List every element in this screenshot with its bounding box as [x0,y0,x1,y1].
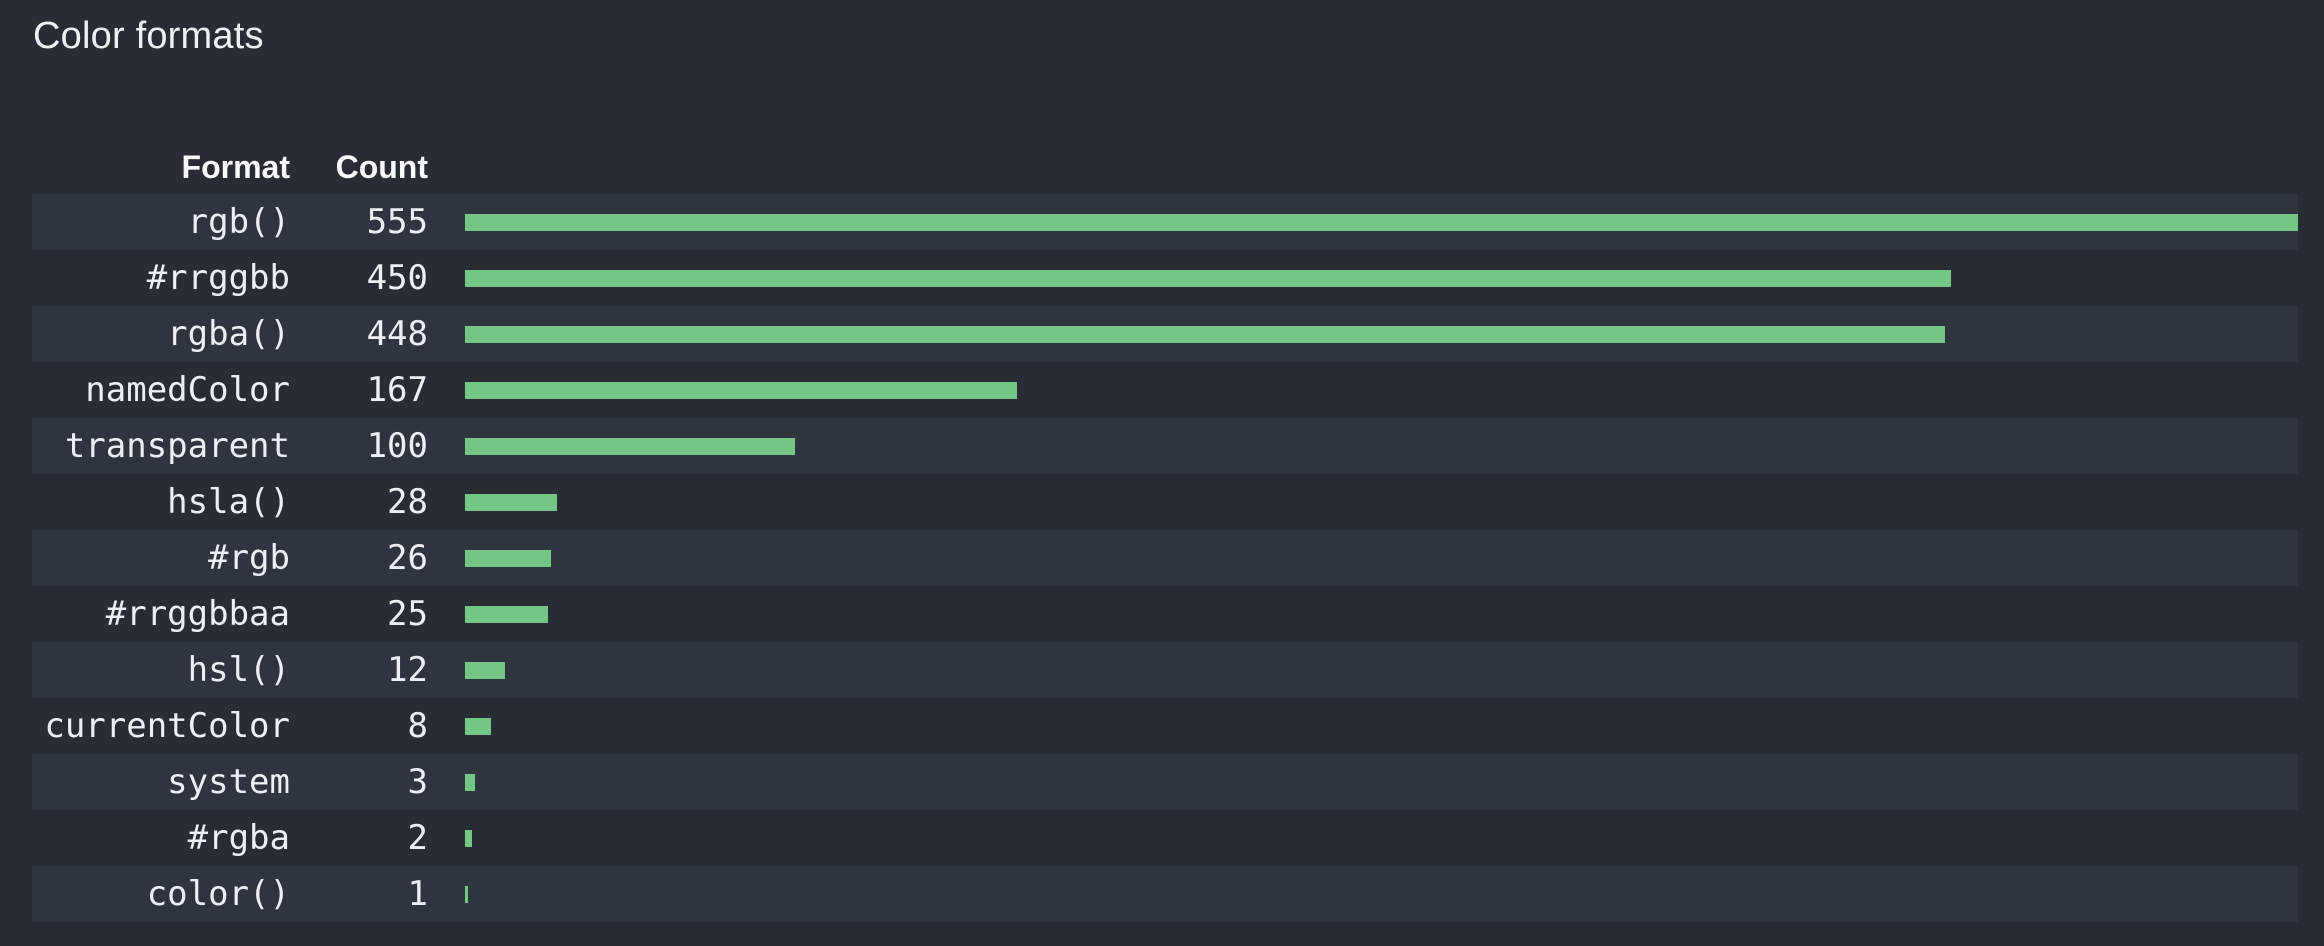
format-column-header: Format [181,148,290,185]
format-cell: hsla() [167,482,290,522]
bar-track [465,381,2298,399]
bar [465,493,558,511]
format-cell: namedColor [85,370,290,410]
bar-track [465,437,2298,455]
count-cell: 25 [387,594,428,634]
bar [465,773,475,791]
table-row: color() 1 [32,866,2298,922]
format-cell: currentColor [44,706,290,746]
table-row: namedColor 167 [32,362,2298,418]
bar-chart-table: Format Count rgb() 555 #rrggbb 450 rgba(… [32,140,2298,922]
table-row: #rrggbbaa 25 [32,586,2298,642]
table-row: transparent 100 [32,418,2298,474]
table-row: system 3 [32,754,2298,810]
format-cell: #rgb [208,538,290,578]
bar [465,605,548,623]
count-cell: 1 [407,874,428,914]
format-cell: rgb() [187,202,290,242]
table-row: hsla() 28 [32,474,2298,530]
count-cell: 2 [407,818,428,858]
count-cell: 450 [366,258,428,298]
table-row: currentColor 8 [32,698,2298,754]
count-cell: 448 [366,314,428,354]
count-cell: 12 [387,650,428,690]
panel-title: Color formats [33,15,264,57]
table-row: rgb() 555 [32,194,2298,250]
bar [465,717,492,735]
table-row: #rrggbb 450 [32,250,2298,306]
format-cell: rgba() [167,314,290,354]
table-row: #rgb 26 [32,530,2298,586]
bar [465,269,1952,287]
format-cell: system [167,762,290,802]
bar-track [465,605,2298,623]
count-cell: 28 [387,482,428,522]
count-cell: 555 [366,202,428,242]
bar [465,661,505,679]
bar-track [465,773,2298,791]
format-cell: color() [146,874,290,914]
count-cell: 8 [407,706,428,746]
count-cell: 167 [366,370,428,410]
count-cell: 100 [366,426,428,466]
format-cell: #rgba [187,818,290,858]
bar-track [465,829,2298,847]
bar [465,829,472,847]
table-header-row: Format Count [32,140,2298,194]
count-cell: 3 [407,762,428,802]
bar-track [465,493,2298,511]
format-cell: #rrggbb [146,258,290,298]
table-body: rgb() 555 #rrggbb 450 rgba() 448 namedCo… [32,194,2298,922]
table-row: hsl() 12 [32,642,2298,698]
table-row: #rgba 2 [32,810,2298,866]
bar-track [465,325,2298,343]
table-row: rgba() 448 [32,306,2298,362]
bar-track [465,213,2298,231]
bar [465,213,2298,231]
bar [465,549,551,567]
bar [465,437,796,455]
bar [465,885,469,903]
count-column-header: Count [335,148,428,185]
bar [465,381,1017,399]
count-cell: 26 [387,538,428,578]
format-cell: #rrggbbaa [105,594,290,634]
bar-track [465,269,2298,287]
format-cell: hsl() [187,650,290,690]
bar [465,325,1945,343]
bar-track [465,549,2298,567]
bar-track [465,717,2298,735]
format-cell: transparent [64,426,290,466]
bar-track [465,885,2298,903]
bar-track [465,661,2298,679]
